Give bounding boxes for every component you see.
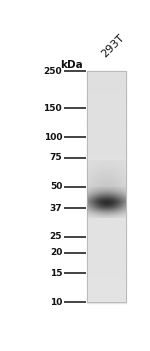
Bar: [87, 299, 126, 303]
Text: 37: 37: [50, 204, 62, 213]
Text: kDa: kDa: [60, 60, 83, 70]
Bar: [87, 176, 126, 179]
Bar: [87, 94, 126, 98]
Bar: [87, 268, 126, 271]
Bar: [87, 161, 126, 164]
Bar: [87, 135, 126, 138]
Text: 293T: 293T: [99, 32, 126, 59]
Bar: [87, 170, 126, 173]
Bar: [87, 291, 126, 294]
Bar: [87, 109, 126, 112]
Bar: [87, 204, 126, 207]
Text: 20: 20: [50, 248, 62, 257]
Bar: [87, 273, 126, 277]
Bar: [87, 265, 126, 268]
Bar: [87, 297, 126, 300]
Bar: [87, 201, 126, 205]
Bar: [87, 103, 126, 106]
Bar: [87, 196, 126, 199]
Bar: [87, 198, 126, 202]
Bar: [87, 97, 126, 101]
Bar: [87, 250, 126, 254]
Bar: [87, 247, 126, 251]
Bar: [87, 221, 126, 225]
Bar: [87, 92, 126, 95]
Bar: [87, 276, 126, 280]
Text: 25: 25: [50, 232, 62, 241]
Bar: [87, 239, 126, 242]
Bar: [87, 158, 126, 161]
Text: 250: 250: [44, 67, 62, 76]
Bar: [87, 144, 126, 147]
Bar: [87, 115, 126, 118]
Bar: [87, 141, 126, 144]
Bar: [87, 167, 126, 170]
Bar: [87, 271, 126, 274]
Bar: [87, 155, 126, 158]
Bar: [87, 172, 126, 176]
Bar: [87, 120, 126, 124]
Bar: [87, 123, 126, 127]
Bar: [87, 233, 126, 236]
Bar: [87, 138, 126, 141]
Bar: [87, 89, 126, 92]
Bar: [87, 112, 126, 115]
Bar: [87, 146, 126, 150]
Bar: [87, 245, 126, 248]
Bar: [87, 164, 126, 167]
Bar: [87, 80, 126, 83]
Bar: [87, 74, 126, 78]
Bar: [87, 100, 126, 104]
Text: 10: 10: [50, 298, 62, 307]
Bar: [87, 178, 126, 181]
Bar: [87, 282, 126, 285]
Bar: [87, 262, 126, 265]
Bar: [87, 83, 126, 86]
Text: 50: 50: [50, 183, 62, 191]
Bar: [87, 253, 126, 257]
Bar: [87, 152, 126, 155]
Bar: [87, 259, 126, 262]
Bar: [87, 132, 126, 135]
Bar: [87, 71, 126, 302]
Bar: [87, 279, 126, 283]
Bar: [87, 213, 126, 216]
Text: 100: 100: [44, 133, 62, 142]
Bar: [87, 227, 126, 231]
Bar: [87, 190, 126, 193]
Bar: [87, 242, 126, 245]
Text: 150: 150: [44, 104, 62, 113]
Bar: [87, 126, 126, 130]
Bar: [87, 184, 126, 187]
Bar: [87, 149, 126, 153]
Text: 75: 75: [50, 153, 62, 162]
Bar: [87, 224, 126, 228]
Bar: [87, 118, 126, 121]
Bar: [87, 86, 126, 89]
Bar: [87, 210, 126, 213]
Bar: [87, 193, 126, 196]
Bar: [87, 77, 126, 80]
Bar: [87, 236, 126, 239]
Bar: [87, 129, 126, 132]
Bar: [87, 285, 126, 288]
Bar: [87, 106, 126, 109]
Bar: [87, 207, 126, 210]
Bar: [87, 71, 126, 75]
Bar: [87, 230, 126, 233]
Bar: [87, 216, 126, 219]
Bar: [87, 288, 126, 291]
Text: 15: 15: [50, 269, 62, 278]
Bar: [87, 219, 126, 222]
Bar: [87, 187, 126, 190]
Bar: [87, 256, 126, 259]
Bar: [87, 294, 126, 297]
Bar: [87, 181, 126, 184]
